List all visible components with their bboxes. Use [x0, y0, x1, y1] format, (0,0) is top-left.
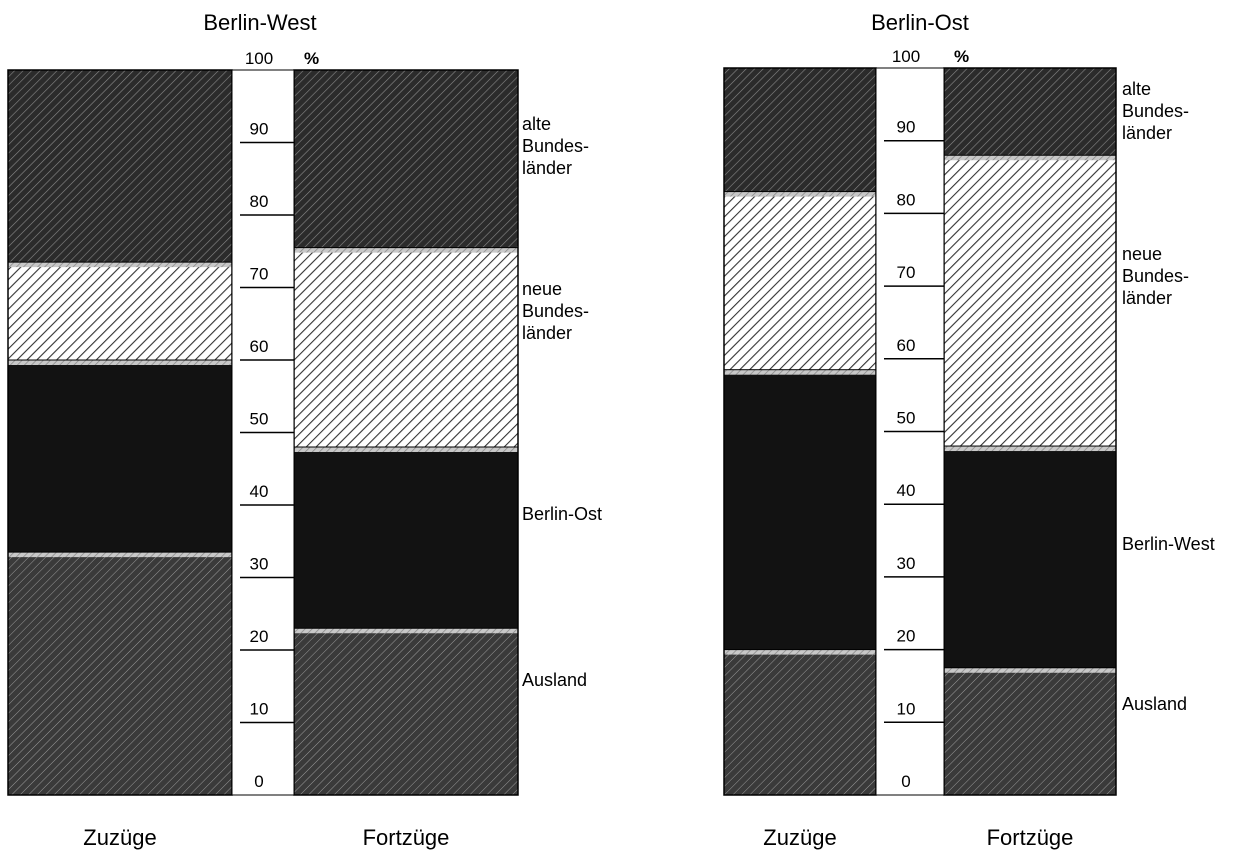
bar-segment-berlin-ost-zuzüge: [7, 359, 233, 553]
legend-label-ausland: Ausland: [1122, 694, 1187, 714]
bar-segment-ausland-fortzüge: [293, 627, 519, 796]
legend-line: Bundes-: [1122, 266, 1189, 286]
bar-zuzüge: [7, 69, 233, 796]
unit-label: %: [954, 47, 969, 66]
legend-line: Ausland: [1122, 694, 1187, 714]
chart-panel-berlin-west: Berlin-West Zuzüge Fortzüge 0 10 20 30 40 50 60 70…: [7, 10, 602, 850]
y-tick-label: 70: [897, 263, 916, 282]
y-tick-label: 0: [901, 772, 910, 791]
legend-line: Bundes-: [1122, 101, 1189, 121]
bar-zuzüge: [723, 67, 877, 796]
bar-segment-berlin-ost-fortzüge: [293, 446, 519, 629]
legend-line: länder: [1122, 123, 1172, 143]
unit-label: %: [304, 49, 319, 68]
y-tick-label: 20: [250, 627, 269, 646]
chart-title: Berlin-Ost: [871, 10, 969, 35]
y-tick-label: 80: [897, 190, 916, 209]
bar-segment-neue-bundes-länder-zuzüge: [7, 261, 233, 361]
legend-line: Berlin-West: [1122, 534, 1215, 554]
category-label: Fortzüge: [363, 825, 450, 850]
category-label: Fortzüge: [987, 825, 1074, 850]
bar-segment-ausland-fortzüge: [943, 667, 1117, 796]
bar-segment-alte-bundes-länder-fortzüge: [943, 67, 1117, 156]
y-tick-label: 60: [897, 336, 916, 355]
y-tick-label: 10: [250, 700, 269, 719]
legend-line: Bundes-: [522, 136, 589, 156]
bar-segment-neue-bundes-länder-fortzüge: [293, 247, 519, 448]
y-tick-label: 50: [897, 409, 916, 428]
legend-label-berlin-west: Berlin-West: [1122, 534, 1215, 554]
bar-segment-ausland-zuzüge: [7, 551, 233, 796]
y-tick-label: 100: [245, 49, 273, 68]
chart-title: Berlin-West: [203, 10, 316, 35]
y-tick-label: 10: [897, 699, 916, 718]
category-label: Zuzüge: [763, 825, 836, 850]
bar-segment-neue-bundes-länder-fortzüge: [943, 154, 1117, 447]
y-tick-label: 90: [250, 120, 269, 139]
y-tick-label: 0: [254, 772, 263, 791]
legend-line: länder: [1122, 288, 1172, 308]
bar-segment-alte-bundes-länder-zuzüge: [723, 67, 877, 193]
bar-fortzüge: [943, 67, 1117, 796]
y-tick-label: 40: [897, 481, 916, 500]
y-tick-label: 100: [892, 47, 920, 66]
bar-segment-alte-bundes-länder-fortzüge: [293, 69, 519, 249]
bar-segment-ausland-zuzüge: [723, 649, 877, 796]
legend-line: Ausland: [522, 670, 587, 690]
bar-segment-alte-bundes-länder-zuzüge: [7, 69, 233, 263]
legend-label-berlin-ost: Berlin-Ost: [522, 504, 602, 524]
y-tick-label: 40: [250, 482, 269, 501]
legend-line: neue: [1122, 244, 1162, 264]
y-tick-label: 60: [250, 337, 269, 356]
legend-label-ausland: Ausland: [522, 670, 587, 690]
category-label: Zuzüge: [83, 825, 156, 850]
legend-line: länder: [522, 323, 572, 343]
bar-segment-neue-bundes-länder-zuzüge: [723, 191, 877, 371]
y-tick-label: 50: [250, 410, 269, 429]
legend-line: länder: [522, 158, 572, 178]
y-tick-label: 30: [897, 554, 916, 573]
legend-line: neue: [522, 279, 562, 299]
legend-line: alte: [1122, 79, 1151, 99]
y-tick-label: 30: [250, 555, 269, 574]
y-tick-label: 90: [897, 118, 916, 137]
y-tick-label: 20: [897, 627, 916, 646]
bar-segment-berlin-west-fortzüge: [943, 445, 1117, 669]
bar-fortzüge: [293, 69, 519, 796]
chart-panel-berlin-ost: Berlin-Ost Zuzüge Fortzüge 0 10 20 30 40 50 60 70 8…: [723, 10, 1215, 850]
y-tick-label: 80: [250, 192, 269, 211]
legend-line: Berlin-Ost: [522, 504, 602, 524]
bar-segment-berlin-west-zuzüge: [723, 369, 877, 651]
legend-line: Bundes-: [522, 301, 589, 321]
y-tick-label: 70: [250, 265, 269, 284]
legend-line: alte: [522, 114, 551, 134]
